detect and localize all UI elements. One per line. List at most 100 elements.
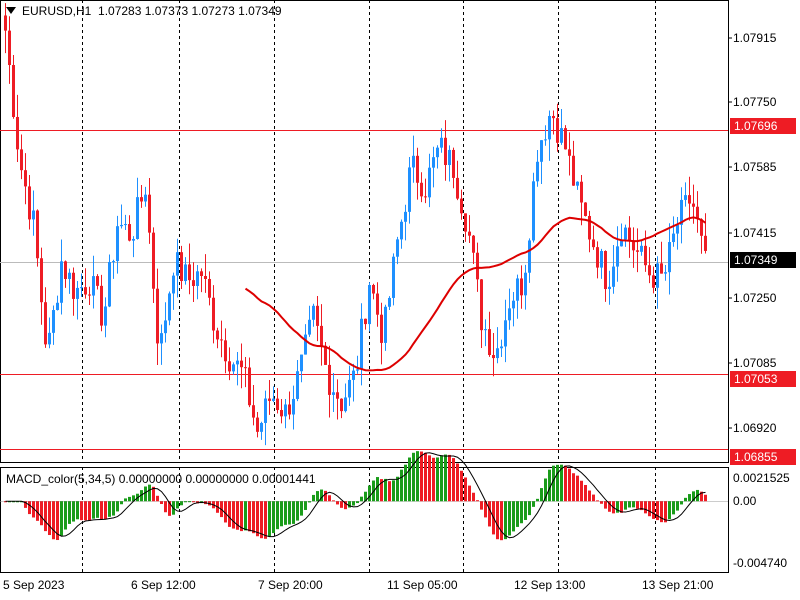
candle-body	[696, 206, 699, 220]
candle-body	[604, 251, 607, 290]
macd-bar	[152, 486, 155, 502]
macd-bar	[452, 458, 455, 502]
current-price-label: 1.07349	[730, 252, 796, 268]
candle-body	[160, 333, 163, 344]
macd-bar	[400, 469, 403, 502]
macd-bar	[588, 490, 591, 502]
time-tick: 7 Sep 20:00	[258, 578, 323, 592]
candle-body	[36, 210, 39, 259]
candle-body	[64, 261, 67, 279]
macd-bar	[56, 501, 59, 541]
macd-bar	[520, 501, 523, 524]
candle-body	[248, 367, 251, 406]
macd-bar	[256, 501, 259, 537]
candle-body	[640, 245, 643, 252]
macd-bar	[128, 496, 131, 502]
candle-body	[92, 276, 95, 296]
macd-bar	[684, 497, 687, 502]
candle-body	[72, 272, 75, 299]
candle-body	[276, 398, 279, 410]
macd-bar	[564, 465, 567, 502]
candle-body	[564, 128, 567, 150]
time-tick: 13 Sep 21:00	[642, 578, 714, 592]
candle-body	[528, 240, 531, 273]
candle-body	[572, 155, 575, 186]
price-tick: 1.07585	[733, 160, 777, 174]
macd-bar	[376, 477, 379, 502]
macd-bar	[640, 501, 643, 511]
candle-body	[620, 239, 623, 247]
candle-body	[96, 276, 99, 286]
candle-body	[592, 239, 595, 248]
macd-bar	[616, 501, 619, 513]
macd-bar	[72, 501, 75, 522]
candle-body	[536, 161, 539, 182]
macd-bar	[392, 480, 395, 502]
macd-bar	[536, 498, 539, 502]
macd-bar	[408, 457, 411, 502]
candlestick-series	[4, 3, 707, 446]
macd-bar	[540, 488, 543, 502]
macd-bar	[524, 501, 527, 520]
macd-bar	[140, 490, 143, 502]
candle-body	[204, 276, 207, 279]
macd-bar	[272, 501, 275, 534]
macd-bar	[528, 501, 531, 516]
candle-body	[316, 305, 319, 326]
macd-bar	[448, 454, 451, 502]
macd-pane-frame	[0, 467, 729, 573]
macd-bar	[24, 501, 27, 508]
macd-bar	[360, 496, 363, 502]
macd-bar	[348, 501, 351, 508]
macd-bar	[672, 501, 675, 515]
candle-body	[456, 177, 459, 199]
candle-body	[488, 329, 491, 356]
macd-bar	[704, 494, 707, 502]
candle-body	[292, 398, 295, 415]
candle-body	[108, 261, 111, 307]
candle-body	[512, 300, 515, 309]
macd-bar	[636, 501, 639, 509]
candle-body	[492, 355, 495, 359]
macd-bar	[164, 501, 167, 513]
candle-body	[556, 118, 559, 143]
macd-bar	[368, 485, 371, 502]
macd-bar	[100, 501, 103, 520]
macd-bar	[432, 457, 435, 502]
macd-bar	[352, 501, 355, 506]
candle-body	[544, 139, 547, 141]
macd-bar	[600, 501, 603, 504]
candle-body	[16, 116, 19, 150]
candle-body	[524, 272, 527, 296]
candle-body	[180, 252, 183, 282]
macd-bar	[192, 501, 195, 503]
candle-body	[344, 397, 347, 412]
macd-bar	[312, 494, 315, 502]
candle-body	[4, 15, 7, 31]
candle-body	[8, 30, 11, 66]
macd-bar	[284, 501, 287, 525]
candle-body	[352, 370, 355, 380]
macd-bar	[276, 501, 279, 530]
candle-body	[420, 182, 423, 197]
candle-body	[412, 155, 415, 168]
macd-bar	[488, 501, 491, 527]
macd-bar	[468, 485, 471, 502]
triangle-down-icon[interactable]	[6, 7, 16, 14]
macd-bar	[364, 491, 367, 502]
price-tick: 1.07415	[733, 226, 777, 240]
candle-body	[140, 197, 143, 202]
macd-bar	[544, 478, 547, 502]
macd-bar	[168, 501, 171, 516]
candle-body	[104, 306, 107, 326]
candle-body	[60, 261, 63, 303]
candle-body	[88, 294, 91, 296]
candle-body	[680, 199, 683, 225]
macd-bar	[580, 480, 583, 502]
candle-body	[664, 272, 667, 274]
macd-bar	[404, 464, 407, 502]
candle-body	[284, 404, 287, 417]
macd-bar	[608, 501, 611, 512]
candle-body	[520, 278, 523, 296]
